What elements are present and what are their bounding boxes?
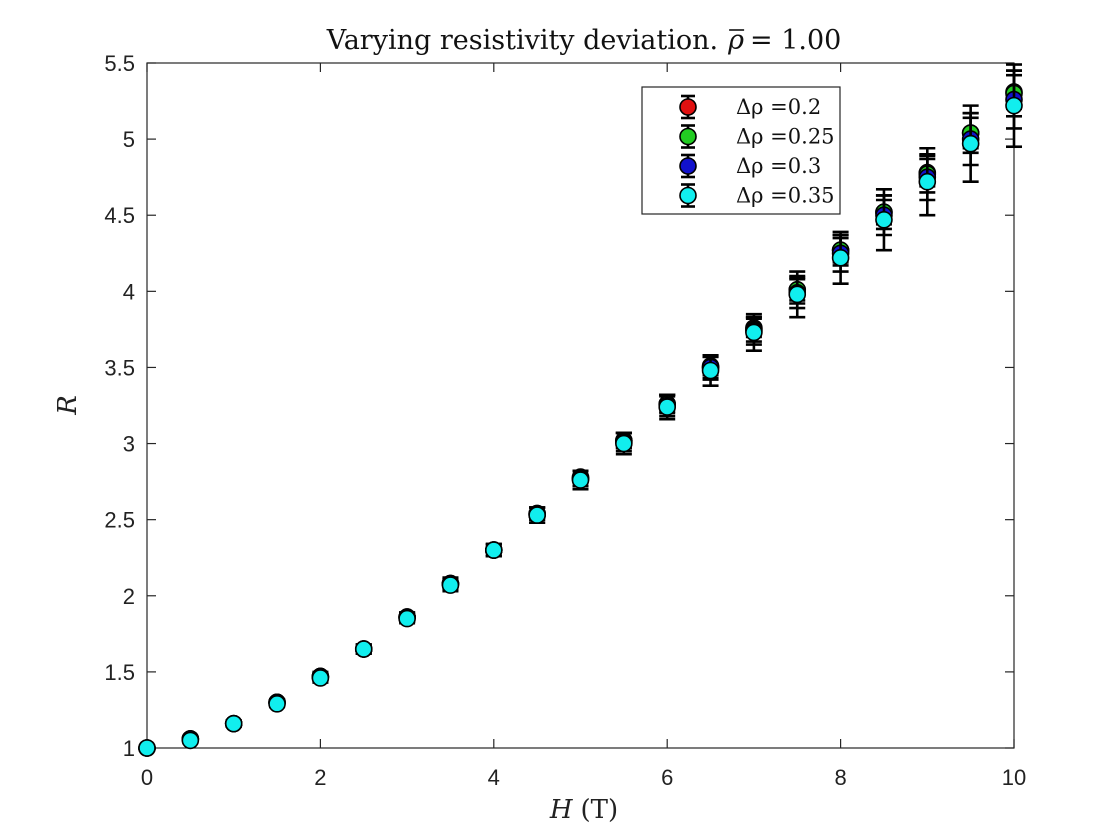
legend-entry-0.25: Δρ =0.25 — [679, 124, 835, 149]
x-tick-label: 4 — [488, 765, 500, 790]
y-tick-label: 1.5 — [104, 660, 135, 685]
legend-entry-0.3: Δρ =0.3 — [679, 153, 821, 179]
x-tick-label: 8 — [834, 765, 846, 790]
data-point — [918, 172, 937, 191]
data-point — [788, 285, 807, 304]
data-point — [658, 398, 677, 416]
data-point — [831, 249, 850, 267]
chart-title-symbol: ρ — [727, 25, 744, 56]
legend-marker — [679, 127, 697, 146]
data-point — [138, 739, 156, 757]
data-point — [745, 323, 763, 342]
y-tick-label: 1 — [123, 736, 135, 761]
legend-label: Δρ =0.25 — [736, 125, 835, 149]
x-tick-labels: 0 2 4 6 8 10 — [141, 765, 1026, 790]
chart-title-prefix: Varying resistivity deviation. — [326, 25, 718, 56]
chart-title: Varying resistivity deviation. ρ = 1.00 — [326, 25, 842, 56]
data-point — [354, 640, 373, 658]
legend-label: Δρ =0.35 — [736, 184, 835, 208]
legend-marker — [679, 157, 697, 175]
data-point — [441, 576, 460, 594]
data-point — [311, 669, 330, 687]
legend-marker — [679, 186, 697, 205]
series-0.35 — [138, 63, 1023, 757]
axis-ticks — [146, 62, 1015, 749]
legend: Δρ =0.2 Δρ =0.25 Δρ =0.3 Δρ =0.35 — [641, 86, 841, 215]
data-point — [484, 541, 503, 559]
x-tick-label: 0 — [141, 765, 153, 790]
y-tick-label: 5 — [123, 127, 135, 152]
legend-box — [641, 86, 841, 215]
data-point — [528, 506, 546, 524]
data-point — [615, 434, 633, 453]
y-tick-label: 4 — [123, 279, 135, 304]
x-axis-var: H — [549, 795, 574, 825]
data-point — [961, 134, 980, 153]
data-point — [398, 609, 416, 628]
x-axis-label: H (T) — [549, 795, 618, 825]
legend-label: Δρ =0.3 — [736, 154, 821, 178]
y-tick-label: 5.5 — [104, 51, 135, 76]
y-axis-label: R — [53, 395, 83, 416]
x-axis-unit: (T) — [581, 795, 619, 825]
y-tick-labels: 1 1.5 2 2.5 3 3.5 4 4.5 5 5.5 — [104, 51, 135, 761]
data-point — [571, 471, 590, 489]
legend-entry-0.35: Δρ =0.35 — [679, 183, 835, 208]
x-tick-label: 2 — [314, 765, 326, 790]
data-point — [224, 714, 243, 733]
legend-marker — [679, 98, 697, 116]
data-point — [268, 695, 286, 713]
plot-marks — [138, 63, 1023, 757]
data-point — [181, 731, 200, 750]
y-tick-label: 2.5 — [104, 508, 135, 533]
plot-area-frame — [146, 62, 1015, 749]
x-tick-label: 6 — [661, 765, 673, 790]
y-tick-label: 2 — [123, 584, 135, 609]
data-point — [1005, 96, 1023, 115]
data-point — [875, 210, 893, 229]
y-tick-label: 3 — [123, 432, 135, 457]
y-tick-label: 3.5 — [104, 355, 135, 380]
legend-label: Δρ =0.2 — [736, 95, 821, 119]
y-tick-label: 4.5 — [104, 203, 135, 228]
data-point — [701, 361, 720, 380]
chart-title-value: = 1.00 — [750, 25, 841, 56]
legend-entry-0.2: Δρ =0.2 — [679, 94, 821, 120]
x-tick-label: 10 — [1002, 765, 1026, 790]
